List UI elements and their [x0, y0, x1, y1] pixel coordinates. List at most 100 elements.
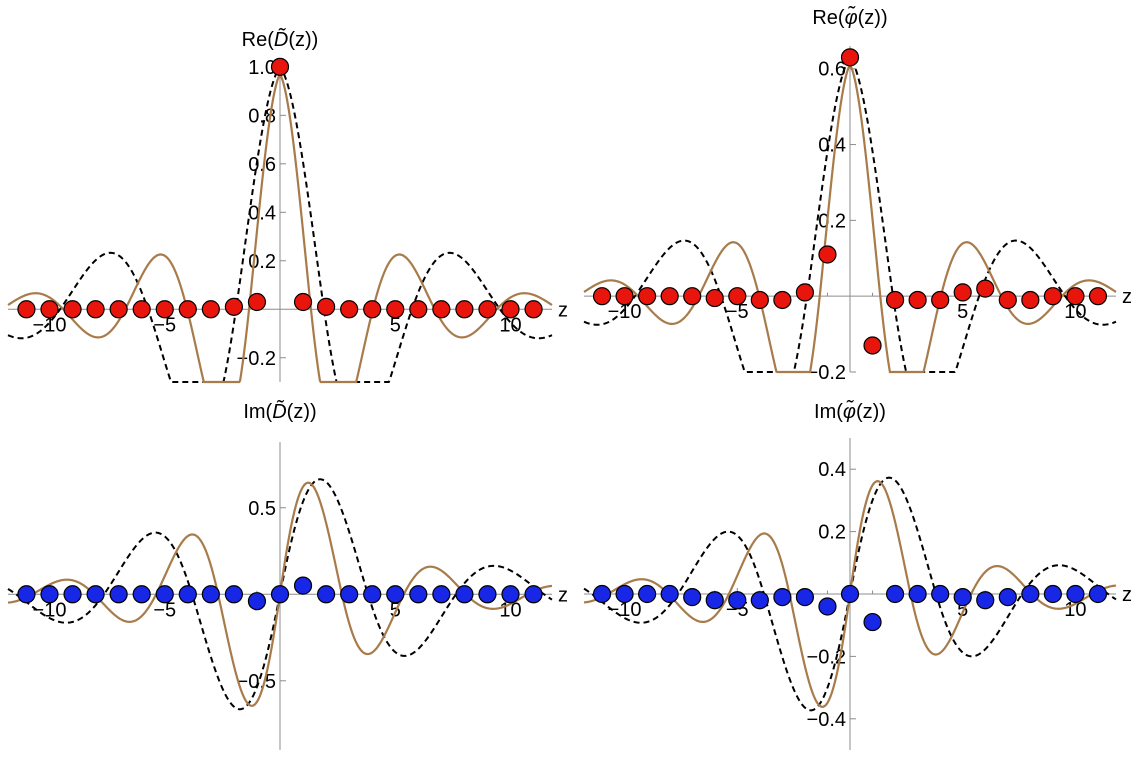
- data-point: [270, 585, 290, 604]
- x-axis-label: z: [1122, 584, 1132, 606]
- data-point: [455, 300, 474, 319]
- title-prefix: Re(: [242, 29, 275, 51]
- y-tick-label: −0.2: [807, 646, 846, 668]
- title-prefix: Im(: [243, 401, 272, 423]
- title-suffix: (z)): [287, 401, 317, 423]
- data-point: [86, 585, 105, 604]
- data-point: [478, 585, 497, 604]
- title-function: φ̃: [843, 399, 856, 423]
- data-point: [1021, 290, 1040, 310]
- data-point: [931, 290, 950, 310]
- data-point: [931, 584, 950, 604]
- data-point: [132, 300, 151, 319]
- x-tick-label: −5: [153, 599, 176, 621]
- data-point: [976, 591, 995, 610]
- data-point: [317, 297, 336, 316]
- x-axis-label: z: [558, 584, 568, 606]
- title-function: D̃: [274, 27, 288, 51]
- data-point: [908, 584, 927, 604]
- data-point: [317, 585, 336, 604]
- data-point: [247, 292, 267, 312]
- data-point: [455, 585, 474, 604]
- data-point: [524, 300, 543, 319]
- data-point: [178, 300, 197, 319]
- data-point: [1066, 287, 1085, 306]
- panel-title: Im(D̃(z)): [243, 399, 316, 423]
- data-point: [638, 287, 657, 306]
- x-tick-label: −10: [608, 599, 642, 621]
- data-point: [340, 300, 359, 319]
- data-point: [386, 300, 405, 319]
- data-point: [109, 300, 128, 319]
- data-point: [976, 279, 995, 298]
- data-point: [201, 585, 220, 604]
- y-tick-label: 1.0: [248, 57, 276, 79]
- data-point: [705, 288, 724, 308]
- data-point: [660, 584, 679, 604]
- panel-title: Im(φ̃(z)): [814, 399, 886, 423]
- data-point: [728, 591, 747, 610]
- data-point: [818, 245, 837, 264]
- data-point: [1088, 287, 1108, 306]
- data-point: [63, 300, 82, 319]
- data-point: [998, 588, 1017, 607]
- data-point: [293, 576, 313, 595]
- x-tick-label: −5: [726, 301, 749, 323]
- data-point: [592, 287, 612, 306]
- data-point: [750, 591, 769, 610]
- data-point: [432, 585, 451, 604]
- data-point: [953, 283, 972, 302]
- x-axis-label: z: [558, 299, 568, 321]
- y-tick-label: −0.2: [237, 348, 276, 370]
- data-point: [409, 585, 428, 604]
- data-point: [409, 300, 428, 319]
- data-point: [1043, 287, 1062, 306]
- data-point: [155, 585, 174, 604]
- data-point: [132, 585, 151, 604]
- data-point: [63, 585, 82, 604]
- data-point: [86, 300, 105, 319]
- data-point: [340, 585, 359, 604]
- data-point: [478, 300, 497, 319]
- y-tick-label: −0.5: [237, 671, 276, 693]
- panel-title: Re(D̃(z)): [242, 27, 319, 51]
- data-point: [501, 300, 520, 319]
- data-point: [501, 585, 520, 604]
- data-point: [1066, 584, 1085, 604]
- title-prefix: Re(: [812, 7, 845, 29]
- data-point: [17, 300, 36, 319]
- y-tick-label: −0.4: [807, 709, 846, 731]
- data-point: [998, 290, 1017, 310]
- data-point: [1021, 584, 1040, 604]
- data-point: [386, 585, 405, 604]
- y-tick-label: 0.4: [818, 459, 846, 481]
- x-tick-label: 10: [499, 314, 521, 336]
- title-suffix: (z)): [288, 29, 318, 51]
- y-tick-label: 0.6: [818, 59, 846, 81]
- data-point: [953, 588, 972, 607]
- x-tick-label: −5: [153, 314, 176, 336]
- data-point: [795, 588, 815, 607]
- data-point: [224, 585, 243, 604]
- data-point: [109, 585, 128, 604]
- y-tick-label: 0.2: [818, 522, 846, 544]
- data-point: [728, 287, 747, 306]
- data-point: [201, 300, 220, 319]
- x-tick-label: 5: [957, 301, 968, 323]
- x-tick-label: 10: [499, 599, 521, 621]
- title-function: φ̃: [845, 5, 858, 29]
- y-tick-label: −0.2: [807, 362, 846, 384]
- data-point: [178, 585, 197, 604]
- data-point: [1043, 584, 1062, 604]
- x-axis-label: z: [1122, 286, 1132, 308]
- data-point: [524, 585, 543, 604]
- data-point: [795, 283, 815, 302]
- data-point: [863, 612, 882, 632]
- data-point: [885, 290, 905, 310]
- title-suffix: (z)): [858, 7, 888, 29]
- data-point: [863, 336, 882, 355]
- data-point: [40, 300, 59, 319]
- data-point: [750, 290, 769, 310]
